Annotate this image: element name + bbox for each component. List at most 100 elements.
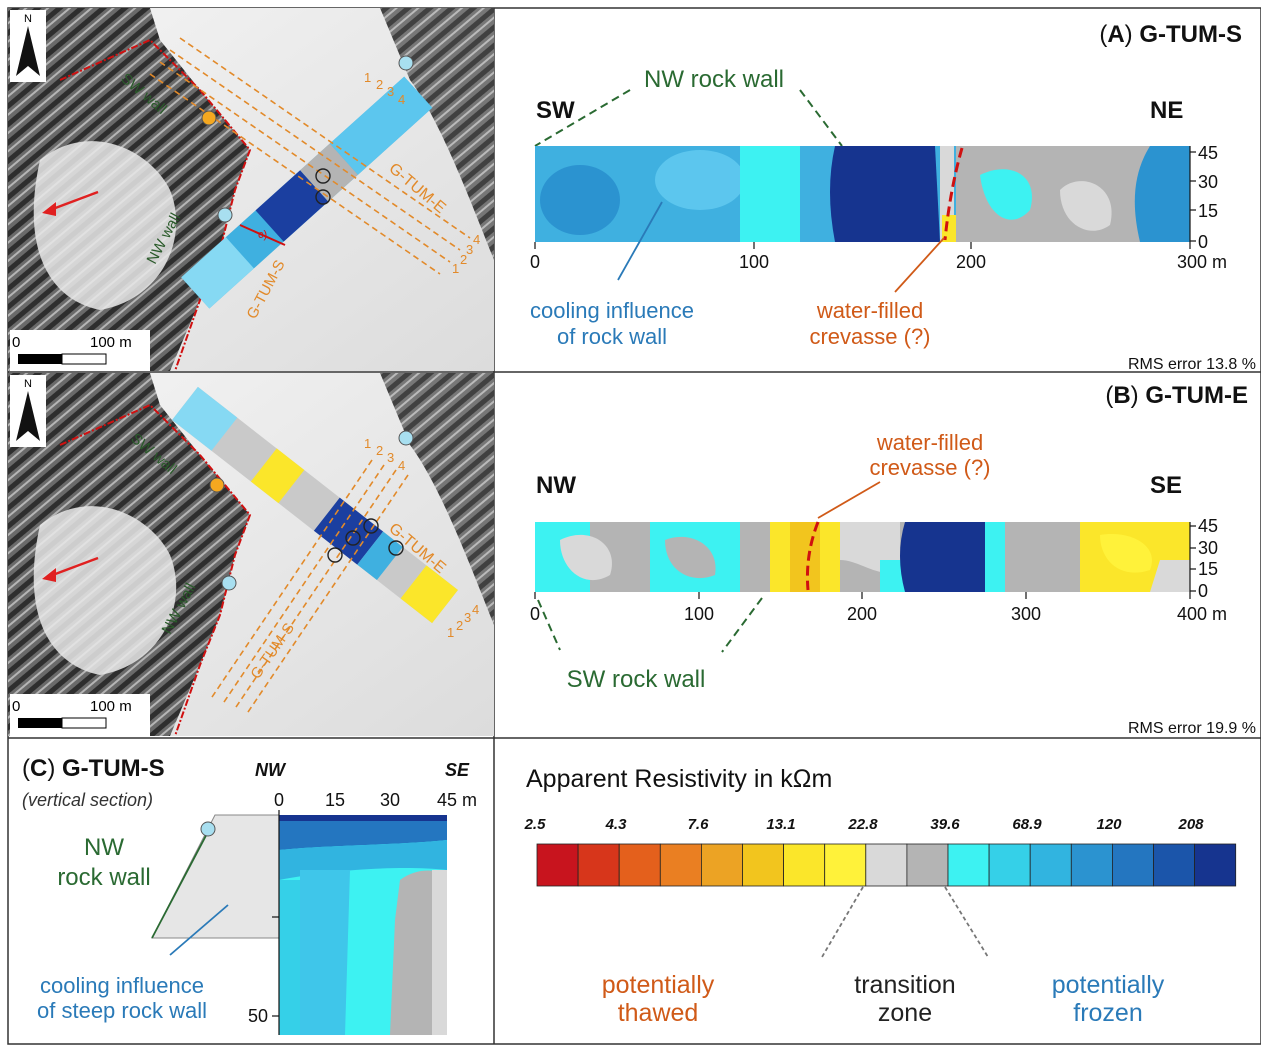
- transition-label: zone: [878, 999, 932, 1027]
- legend-swatch: [1029, 843, 1072, 887]
- crevasse-label: water-filled: [876, 430, 983, 455]
- frozen-label: frozen: [1073, 999, 1142, 1027]
- dir-left: NW: [255, 760, 287, 780]
- rock-wall-label: NW: [84, 834, 124, 861]
- x-tick: 100: [739, 252, 769, 272]
- panel-a-profile: (A) G-TUM-S SW NE NW rock wall 45 30 15: [530, 21, 1256, 373]
- line-number-top: 1: [364, 70, 371, 85]
- scale-zero: 0: [12, 698, 20, 715]
- legend-value: 39.6: [930, 816, 960, 833]
- borehole-marker: [209, 477, 225, 493]
- dir-right: SE: [1150, 472, 1182, 499]
- rock-wall-label: SW rock wall: [567, 666, 706, 693]
- line-number-top: 3: [387, 84, 394, 99]
- legend-swatch: [947, 843, 990, 887]
- legend-swatch: [988, 843, 1031, 887]
- legend-swatch: [824, 843, 867, 887]
- legend-swatch: [659, 843, 702, 887]
- thawed-label: potentially: [602, 971, 715, 999]
- legend-ticks: 2.5 4.3 7.6 13.1 22.8 39.6 68.9 120 208: [524, 816, 1205, 833]
- line-number-bottom: 3: [464, 610, 471, 625]
- scale-bar: [18, 718, 62, 728]
- x-tick: 300 m: [1177, 252, 1227, 272]
- crevasse-marker: [315, 189, 331, 205]
- crevasse-marker: [345, 530, 361, 546]
- crevasse-marker: [315, 168, 331, 184]
- rock-wall-label: rock wall: [57, 864, 150, 891]
- scale-length: 100 m: [90, 334, 132, 351]
- north-label: N: [24, 13, 32, 25]
- x-tick: 30: [380, 790, 400, 810]
- x-tick: 200: [847, 604, 877, 624]
- legend-swatch: [783, 843, 826, 887]
- cooling-label: cooling influence: [530, 298, 694, 323]
- x-tick: 100: [684, 604, 714, 624]
- legend-swatch: [742, 843, 784, 887]
- crevasse-label: water-filled: [816, 298, 923, 323]
- panel-c-title: (C) G-TUM-S: [22, 755, 165, 782]
- cooling-label: cooling influence: [40, 973, 204, 998]
- line-number-top: 4: [398, 92, 405, 107]
- y-tick: 15: [1198, 559, 1218, 579]
- dir-left: NW: [536, 472, 576, 499]
- resistivity-legend: Apparent Resistivity in kΩm 2.5 4.3 7.6 …: [524, 765, 1237, 1027]
- legend-value: 208: [1177, 816, 1204, 833]
- line-number-top: 1: [364, 436, 371, 451]
- line-number-top: 4: [398, 458, 405, 473]
- legend-title: Apparent Resistivity in kΩm: [526, 765, 832, 793]
- y-tick: 0: [1198, 581, 1208, 601]
- legend-value: 68.9: [1012, 816, 1042, 833]
- map-b: SW wall NW wall G-TUM-S G-TUM-E 1 2 3 4 …: [8, 373, 494, 736]
- flow-arrow: [42, 556, 99, 582]
- legend-swatch: [1194, 843, 1237, 887]
- legend-swatch: [618, 843, 661, 887]
- x-tick: 0: [530, 252, 540, 272]
- dir-right: NE: [1150, 97, 1183, 124]
- crevasse-marker: [363, 518, 379, 534]
- temperature-logger-marker: [398, 55, 414, 71]
- north-label: N: [24, 378, 32, 390]
- legend-swatch: [1112, 843, 1154, 887]
- line-number-bottom: 1: [452, 261, 459, 276]
- frozen-label: potentially: [1052, 971, 1165, 999]
- y-tick: 30: [1198, 172, 1218, 192]
- y-tick: 50: [248, 1006, 268, 1026]
- scale-bar: [18, 354, 62, 364]
- thawed-label: thawed: [618, 999, 699, 1027]
- legend-swatch: [536, 843, 579, 887]
- legend-value: 2.5: [524, 816, 547, 833]
- scale-zero: 0: [12, 334, 20, 351]
- north-arrow-icon: [16, 391, 40, 441]
- legend-swatches: [536, 843, 1237, 887]
- x-tick: 0: [274, 790, 284, 810]
- temperature-logger-marker: [217, 207, 233, 223]
- crevasse-label: crevasse (?): [809, 324, 930, 349]
- legend-swatch: [701, 843, 743, 887]
- crevasse-label: crevasse (?): [869, 455, 990, 480]
- x-tick: 400 m: [1177, 604, 1227, 624]
- crevasse-marker: [327, 547, 343, 563]
- y-tick: 15: [1198, 201, 1218, 221]
- map-a: SW wall NW wall G-TUM-S G-TUM-E c) 1 2 3…: [8, 8, 494, 371]
- legend-swatch: [577, 843, 620, 887]
- x-tick: 0: [530, 604, 540, 624]
- y-tick: 0: [1198, 232, 1208, 252]
- x-tick: 15: [325, 790, 345, 810]
- borehole-marker: [201, 110, 217, 126]
- line-number-bottom: 1: [447, 625, 454, 640]
- panel-a-title: (A) G-TUM-S: [1099, 21, 1242, 48]
- legend-swatch: [865, 843, 908, 887]
- y-tick: 45: [1198, 516, 1218, 536]
- legend-value: 120: [1096, 816, 1122, 833]
- line-number-bottom: 2: [456, 618, 463, 633]
- line-number-bottom: 3: [466, 242, 473, 257]
- x-tick: 45 m: [437, 790, 477, 810]
- scale-length: 100 m: [90, 698, 132, 715]
- x-tick: 300: [1011, 604, 1041, 624]
- crevasse-marker: [388, 540, 404, 556]
- panel-b-profile: (B) G-TUM-E NW SE water-filled crevasse …: [530, 382, 1256, 737]
- rock-wall-label: NW rock wall: [644, 66, 784, 93]
- line-number-bottom: 4: [472, 602, 479, 617]
- x-tick: 200: [956, 252, 986, 272]
